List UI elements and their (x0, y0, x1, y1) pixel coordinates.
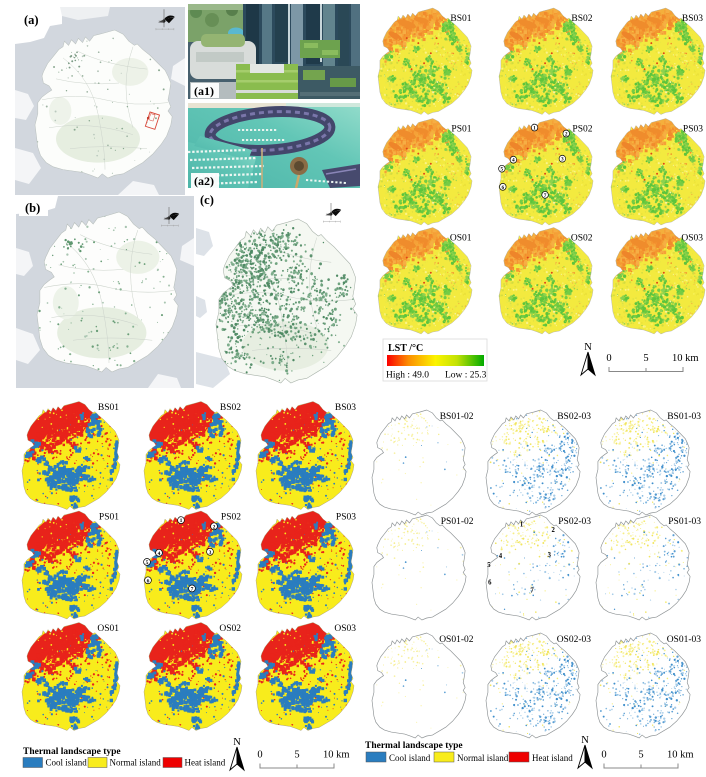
svg-text:(a): (a) (24, 13, 39, 27)
svg-text:5: 5 (638, 750, 643, 761)
svg-text:PS02: PS02 (221, 513, 241, 523)
svg-text:N: N (584, 342, 592, 353)
svg-text:BS03: BS03 (335, 403, 356, 413)
svg-text:(c): (c) (200, 193, 214, 207)
svg-text:OS02: OS02 (571, 234, 593, 244)
svg-text:OS01: OS01 (97, 624, 119, 634)
svg-text:BS01: BS01 (450, 14, 471, 24)
svg-text:3: 3 (561, 157, 564, 163)
svg-text:0: 0 (606, 353, 611, 364)
svg-text:10 km: 10 km (323, 750, 350, 761)
svg-text:PS02-03: PS02-03 (558, 517, 591, 527)
svg-text:Thermal landscape type: Thermal landscape type (365, 741, 463, 751)
svg-text:PS01: PS01 (451, 125, 471, 135)
svg-text:OS02-03: OS02-03 (557, 635, 592, 645)
svg-text:7: 7 (544, 193, 547, 199)
svg-text:6: 6 (147, 578, 150, 584)
svg-text:7: 7 (530, 588, 534, 595)
svg-text:(a1): (a1) (194, 84, 214, 98)
svg-text:BS01-03: BS01-03 (667, 412, 701, 422)
svg-text:BS02: BS02 (220, 403, 241, 413)
svg-text:10 km: 10 km (667, 750, 694, 761)
svg-text:5: 5 (294, 750, 299, 761)
svg-text:BS03: BS03 (682, 14, 703, 24)
svg-text:2: 2 (565, 131, 568, 137)
svg-text:4: 4 (499, 553, 503, 560)
svg-text:Normal island: Normal island (457, 753, 509, 763)
svg-text:1: 1 (520, 521, 524, 528)
svg-text:(a2): (a2) (194, 174, 214, 188)
svg-text:Normal island: Normal island (110, 758, 162, 768)
svg-text:BS01: BS01 (98, 403, 119, 413)
svg-text:PS02: PS02 (572, 125, 592, 135)
svg-text:OS03: OS03 (681, 234, 703, 244)
svg-text:(b): (b) (25, 201, 40, 215)
svg-text:0: 0 (601, 750, 606, 761)
svg-text:N: N (233, 737, 241, 748)
svg-text:N: N (581, 735, 589, 746)
svg-text:3: 3 (548, 552, 552, 559)
svg-text:OS01: OS01 (450, 234, 472, 244)
svg-text:10 km: 10 km (672, 353, 699, 364)
svg-text:Heat island: Heat island (185, 758, 226, 768)
svg-text:BS01-02: BS01-02 (440, 412, 474, 422)
svg-text:0: 0 (257, 750, 262, 761)
svg-text:OS01-03: OS01-03 (667, 635, 702, 645)
svg-text:4: 4 (512, 158, 515, 164)
svg-text:Cool island: Cool island (389, 753, 431, 763)
svg-text:2: 2 (552, 527, 556, 534)
svg-text:3: 3 (209, 550, 212, 556)
svg-text:OS03: OS03 (334, 624, 356, 634)
svg-text:5: 5 (501, 167, 504, 173)
svg-text:4: 4 (158, 551, 161, 557)
svg-text:1: 1 (533, 125, 536, 131)
svg-text:6: 6 (488, 580, 492, 587)
svg-text:PS01: PS01 (99, 513, 119, 523)
svg-text:5: 5 (146, 560, 149, 566)
svg-text:1: 1 (180, 518, 183, 524)
svg-text:Cool island: Cool island (46, 758, 88, 768)
svg-text:OS01-02: OS01-02 (439, 635, 474, 645)
svg-text:Heat island: Heat island (532, 753, 573, 763)
svg-text:OS02: OS02 (219, 624, 241, 634)
svg-text:Low : 25.3: Low : 25.3 (445, 371, 487, 381)
svg-text:Thermal landscape type: Thermal landscape type (23, 747, 121, 757)
svg-text:LST /°C: LST /°C (388, 343, 423, 354)
svg-text:BS02: BS02 (571, 14, 592, 24)
svg-text:PS01-02: PS01-02 (441, 517, 474, 527)
svg-text:5: 5 (487, 562, 491, 569)
svg-text:BS02-03: BS02-03 (557, 412, 591, 422)
svg-text:PS01-03: PS01-03 (668, 517, 701, 527)
svg-text:PS03: PS03 (336, 513, 356, 523)
svg-text:2: 2 (213, 524, 216, 530)
svg-text:6: 6 (501, 185, 504, 191)
svg-text:5: 5 (643, 353, 648, 364)
svg-text:PS03: PS03 (683, 125, 703, 135)
svg-text:High : 49.0: High : 49.0 (386, 371, 429, 381)
svg-text:7: 7 (191, 586, 194, 592)
